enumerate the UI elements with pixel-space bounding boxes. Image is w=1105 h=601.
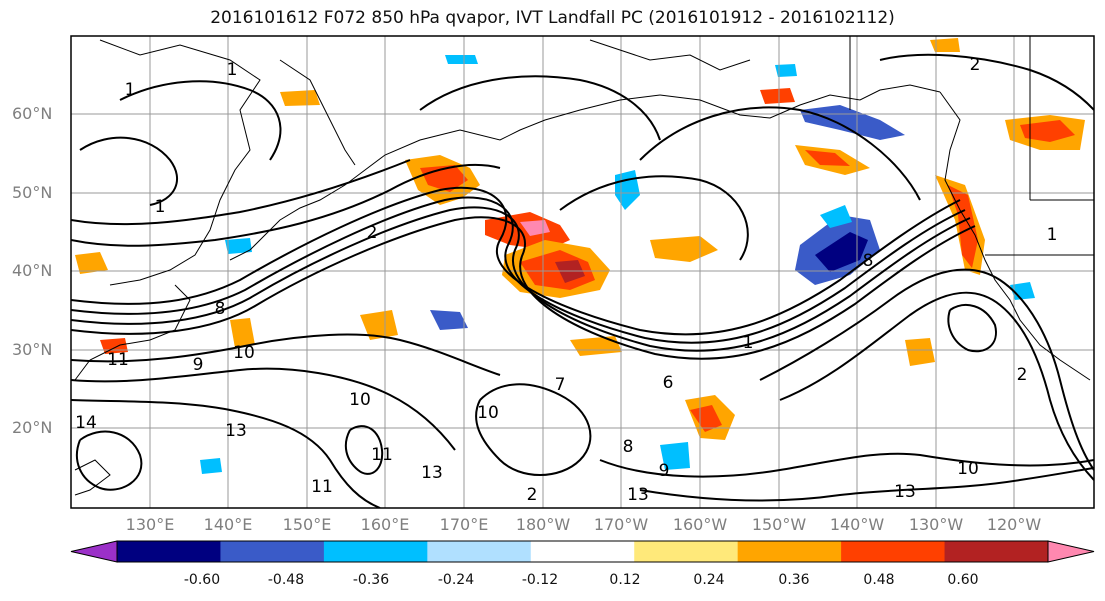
contour-label: 2 [1017, 365, 1028, 385]
anomaly-patch-navy [815, 232, 868, 272]
contour-label: 1 [155, 197, 166, 217]
ivt-contours [71, 53, 1094, 508]
anomaly-patch-red [520, 250, 595, 290]
map-frame [70, 35, 1095, 509]
anomaly-patch-lightblue [820, 205, 852, 228]
longitude-label: 160°E [360, 515, 410, 534]
colorbar-segment [323, 541, 428, 562]
contour-label: 11 [311, 477, 333, 497]
anomaly-patch-orange [570, 336, 622, 356]
colorbar-segment [634, 541, 739, 562]
graticule [71, 36, 1094, 508]
map-title: 2016101612 F072 850 hPa qvapor, IVT Land… [210, 8, 895, 28]
colorbar-outline [116, 540, 1049, 563]
contour-label: 10 [957, 459, 979, 479]
contour-label: 11 [371, 445, 393, 465]
anomaly-patch-orange [760, 88, 795, 104]
contour-label: 1 [227, 60, 238, 80]
contour-label: 2 [527, 485, 538, 505]
anomaly-patch-orange [280, 90, 320, 106]
colorbar-tick-label: -0.24 [437, 572, 475, 588]
anomaly-patch-red [805, 150, 850, 166]
contour-label: 9 [193, 355, 204, 375]
colorbar-segment [944, 541, 1049, 562]
contour-label: 8 [863, 251, 874, 271]
colorbar-segment [841, 541, 946, 562]
latitude-label: 30°N [12, 340, 53, 359]
contour-label: 7 [555, 375, 566, 395]
contour-label: 13 [225, 421, 247, 441]
colorbar-tick-label: 0.60 [947, 572, 979, 588]
anomaly-patch-cyan [775, 64, 797, 77]
colorbar-tick-label: -0.48 [267, 572, 305, 588]
colorbar-segment [117, 541, 221, 562]
latitude-label: 60°N [12, 104, 53, 123]
longitude-label: 150°W [751, 515, 807, 534]
contour-label: 10 [233, 343, 255, 363]
longitude-label: 160°W [672, 515, 728, 534]
longitude-label: 150°E [282, 515, 332, 534]
colorbar-tick-label: -0.60 [183, 572, 221, 588]
colorbar-tick-label: 0.48 [863, 572, 895, 588]
contour-label: 11 [107, 350, 129, 370]
latitude-label: 40°N [12, 261, 53, 280]
colorbar-segment [737, 541, 842, 562]
contour-label: 9 [659, 461, 670, 481]
contour-label: 8 [215, 299, 226, 319]
anomaly-patch-orange [360, 310, 398, 340]
contour-label: 10 [349, 390, 371, 410]
anomaly-patch-red [690, 405, 722, 432]
contour-label: 13 [627, 485, 649, 505]
contour-label: 6 [663, 373, 674, 393]
contour-label: 1 [743, 333, 754, 353]
contour-label: 2 [970, 55, 981, 75]
anomaly-patch-blue [430, 310, 468, 330]
colorbar-tick-label: 0.24 [693, 572, 725, 588]
colorbar [70, 540, 1095, 563]
colorbar-segment [530, 541, 635, 562]
anomaly-patch-red [948, 185, 978, 268]
anomaly-patch-cyan [1010, 282, 1035, 300]
longitude-label: 120°W [986, 515, 1042, 534]
latitude-label: 20°N [12, 418, 53, 437]
colorbar-extend-high [1047, 540, 1095, 563]
longitude-label: 180°W [515, 515, 571, 534]
anomaly-patch-red [1020, 120, 1075, 142]
colorbar-tick-label: 0.12 [609, 572, 641, 588]
coastlines [74, 36, 1094, 496]
anomaly-patch-orange [650, 236, 718, 262]
colorbar-segment [220, 541, 325, 562]
colorbar-tick-label: 0.36 [778, 572, 810, 588]
colorbar-tick-label: -0.36 [352, 572, 390, 588]
colorbar-tick-label: -0.12 [521, 572, 559, 588]
contour-label: 14 [75, 413, 97, 433]
anomaly-patch-orange [230, 318, 255, 348]
longitude-label: 130°W [908, 515, 964, 534]
anomaly-patch-orange [930, 38, 960, 52]
colorbar-segment [427, 541, 532, 562]
contour-label: 10 [477, 403, 499, 423]
longitude-label: 130°E [125, 515, 175, 534]
anomaly-patch-cyan [660, 442, 690, 470]
longitude-label: 170°W [593, 515, 649, 534]
contour-label: 2 [367, 223, 378, 243]
anomaly-patch-orange [905, 338, 935, 366]
anomaly-shading [75, 38, 1085, 474]
latitude-label: 50°N [12, 183, 53, 202]
anomaly-patch-cyan [200, 458, 222, 474]
anomaly-patch-cyan [225, 238, 252, 254]
colorbar-extend-low [70, 540, 118, 563]
longitude-label: 140°W [829, 515, 885, 534]
anomaly-patch-orange [75, 252, 108, 274]
contour-label: 8 [623, 437, 634, 457]
contour-label: 13 [894, 482, 916, 502]
contour-label: 1 [125, 80, 136, 100]
longitude-label: 170°E [439, 515, 489, 534]
longitude-label: 140°E [203, 515, 253, 534]
anomaly-patch-cyan [445, 55, 478, 64]
contour-label: 13 [421, 463, 443, 483]
contour-label: 1 [1047, 225, 1058, 245]
